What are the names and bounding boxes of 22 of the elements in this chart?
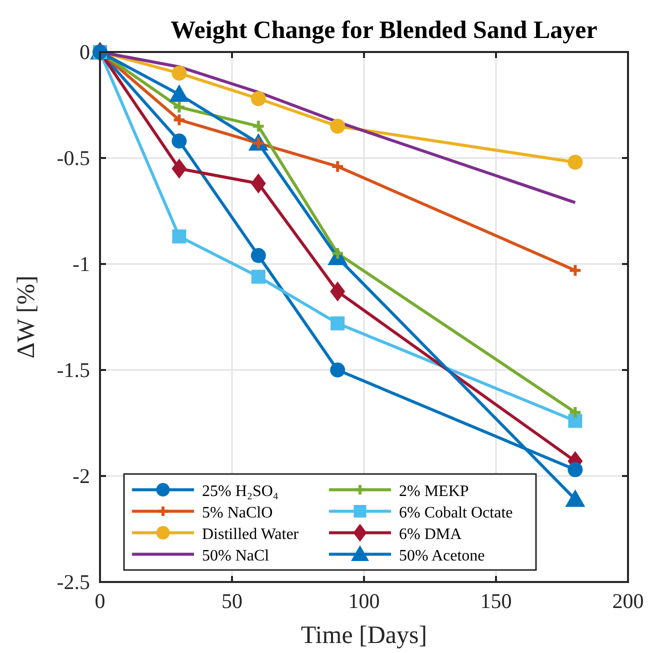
y-tick-label: -0.5: [56, 146, 90, 170]
y-axis-title: ΔW [%]: [13, 276, 40, 358]
x-tick-label: 200: [612, 589, 644, 613]
x-tick-label: 100: [348, 589, 380, 613]
y-tick-label: -1: [72, 252, 90, 276]
y-tick-label: -2: [72, 464, 90, 488]
x-axis-title: Time [Days]: [300, 622, 428, 649]
legend-label: 50% NaCl: [202, 547, 270, 564]
legend-label: 25% H₂SO₄: [202, 482, 279, 500]
chart-title: Weight Change for Blended Sand Layer: [170, 17, 598, 44]
legend-label: Distilled Water: [202, 526, 300, 543]
y-tick-label: 0: [80, 40, 90, 64]
x-tick-label: 50: [222, 589, 242, 613]
y-tick-label: -2.5: [56, 570, 90, 594]
legend-label: 50% Acetone: [399, 547, 485, 564]
legend-label: 2% MEKP: [399, 482, 469, 500]
legend-label: 5% NaClO: [202, 504, 273, 522]
y-tick-label: -1.5: [56, 358, 90, 382]
x-tick-label: 0: [94, 589, 106, 613]
x-tick-label: 150: [480, 589, 512, 613]
legend-label: 6% DMA: [399, 526, 462, 543]
legend-label: 6% Cobalt Octate: [399, 504, 513, 522]
